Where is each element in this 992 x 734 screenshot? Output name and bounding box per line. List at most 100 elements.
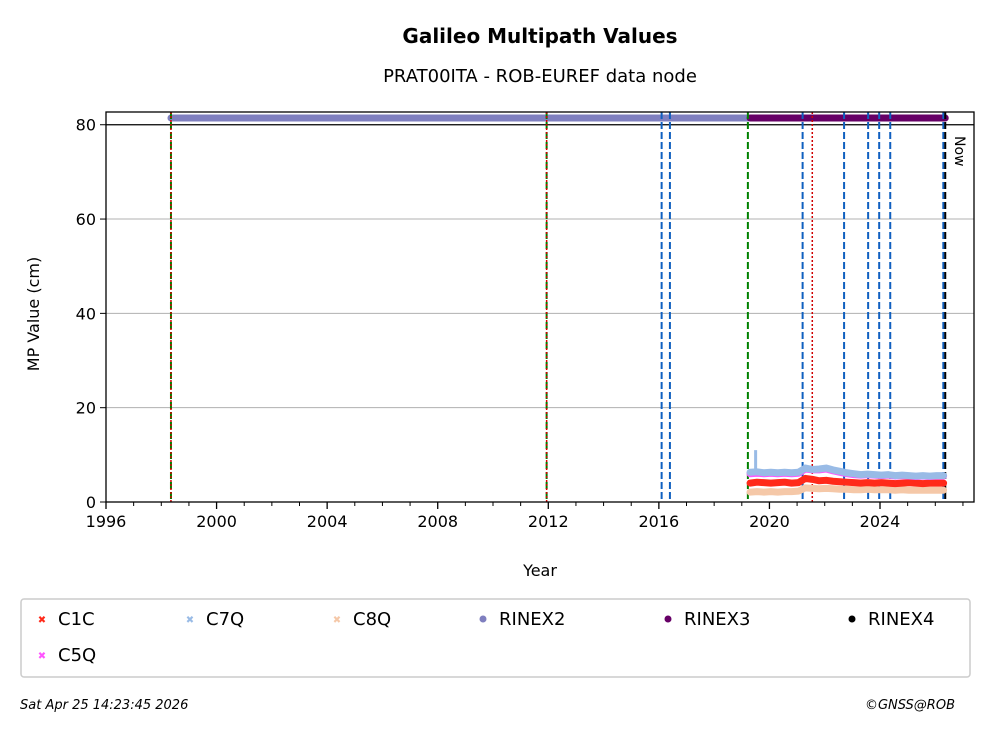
data-point-c8q <box>755 489 759 494</box>
data-point-c8q <box>844 487 849 492</box>
x-tick-label: 1996 <box>86 512 127 531</box>
data-point-c1c <box>920 481 925 486</box>
data-point-c7q <box>934 473 939 478</box>
data-point-c8q <box>941 488 946 493</box>
x-tick-label: 2016 <box>639 512 680 531</box>
data-point-c8q <box>782 489 787 494</box>
data-point-c1c <box>755 480 759 485</box>
data-point-c7q <box>761 470 766 475</box>
data-point-c7q <box>913 474 918 479</box>
data-point-c1c <box>900 481 905 486</box>
data-point-c8q <box>907 488 912 493</box>
data-point-c8q <box>824 486 829 491</box>
data-point-c1c <box>775 480 780 485</box>
data-point-c8q <box>920 488 925 493</box>
data-point-c7q <box>817 466 822 471</box>
legend-marker-dot-icon <box>848 615 856 623</box>
data-point-c7q <box>920 473 925 478</box>
data-point-c1c <box>941 481 946 486</box>
data-point-c1c <box>886 481 891 486</box>
data-point-c7q <box>775 470 780 475</box>
x-tick-label: 2020 <box>749 512 790 531</box>
data-point-c7q <box>941 473 946 478</box>
data-point-c1c <box>761 480 766 485</box>
data-point-c8q <box>761 490 766 495</box>
data-point-c1c <box>796 480 801 485</box>
legend-label: C7Q <box>206 609 244 630</box>
copyright: ©GNSS@ROB <box>865 698 955 713</box>
data-point-c8q <box>748 490 753 495</box>
data-point-c7q <box>789 470 794 475</box>
data-point-c8q <box>872 487 877 492</box>
legend-box <box>20 598 971 678</box>
data-point-c1c <box>872 481 877 486</box>
data-point-c1c <box>810 477 815 482</box>
x-tick-label: 2008 <box>417 512 458 531</box>
data-point-c1c <box>789 481 794 486</box>
x-axis-label: Year <box>522 561 557 580</box>
data-point-c8q <box>879 487 884 492</box>
legend-label: RINEX3 <box>684 609 750 630</box>
data-point-c7q <box>927 474 932 479</box>
data-point-c8q <box>810 486 815 491</box>
data-point-c7q <box>782 470 787 475</box>
data-point-c1c <box>851 480 856 485</box>
data-point-c7q <box>907 473 912 478</box>
data-point-c7q <box>872 472 877 477</box>
data-point-c7q <box>844 470 849 475</box>
data-point-c7q <box>851 471 856 476</box>
data-point-c1c <box>858 481 863 486</box>
y-tick-label: 80 <box>76 116 96 135</box>
data-point-c1c <box>782 480 787 485</box>
data-point-c7q <box>824 466 829 471</box>
data-point-c8q <box>768 489 773 494</box>
data-point-c1c <box>893 481 898 486</box>
data-point-c8q <box>893 488 898 493</box>
data-point-c1c <box>768 481 773 486</box>
data-point-c8q <box>900 487 905 492</box>
data-point-c1c <box>817 478 822 483</box>
legend-marker-x-icon: ✖ <box>333 615 341 626</box>
y-tick-label: 40 <box>76 304 96 323</box>
timestamp: Sat Apr 25 14:23:45 2026 <box>20 698 188 713</box>
data-point-c7q <box>858 472 863 477</box>
legend-marker-dot-icon <box>664 615 672 623</box>
data-point-c7q <box>837 469 842 474</box>
data-point-c8q <box>837 487 842 492</box>
data-point-c8q <box>934 488 939 493</box>
x-tick-label: 2004 <box>307 512 348 531</box>
data-point-c1c <box>934 481 939 486</box>
data-point-c8q <box>865 487 870 492</box>
legend-marker-x-icon: ✖ <box>38 615 46 626</box>
data-point-c1c <box>907 480 912 485</box>
legend-marker-x-icon: ✖ <box>186 615 194 626</box>
legend-label: RINEX2 <box>499 609 565 630</box>
data-point-c7q <box>810 467 815 472</box>
data-point-c1c <box>803 476 808 481</box>
y-tick-label: 0 <box>86 493 96 512</box>
data-point-c1c <box>837 479 842 484</box>
data-point-c7q <box>831 467 836 472</box>
data-point-c8q <box>817 486 822 491</box>
data-point-c1c <box>844 480 849 485</box>
data-point-c7q <box>886 472 891 477</box>
data-point-c7q <box>796 470 801 475</box>
data-point-c8q <box>789 489 794 494</box>
y-tick-label: 20 <box>76 399 96 418</box>
data-point-c7q <box>768 470 773 475</box>
data-point-c7q <box>893 473 898 478</box>
legend-label: C8Q <box>353 609 391 630</box>
data-point-c1c <box>831 479 836 484</box>
data-point-c7q <box>865 472 870 477</box>
data-point-c1c <box>824 478 829 483</box>
x-tick-label: 2012 <box>528 512 569 531</box>
legend-marker-x-icon: ✖ <box>38 651 46 662</box>
data-point-c8q <box>831 486 836 491</box>
x-tick-label: 2000 <box>196 512 237 531</box>
data-point-c8q <box>913 488 918 493</box>
data-point-c1c <box>927 481 932 486</box>
data-point-c1c <box>913 481 918 486</box>
chart-subtitle: PRAT00ITA - ROB-EUREF data node <box>383 66 697 87</box>
y-axis-label: MP Value (cm) <box>24 257 43 371</box>
